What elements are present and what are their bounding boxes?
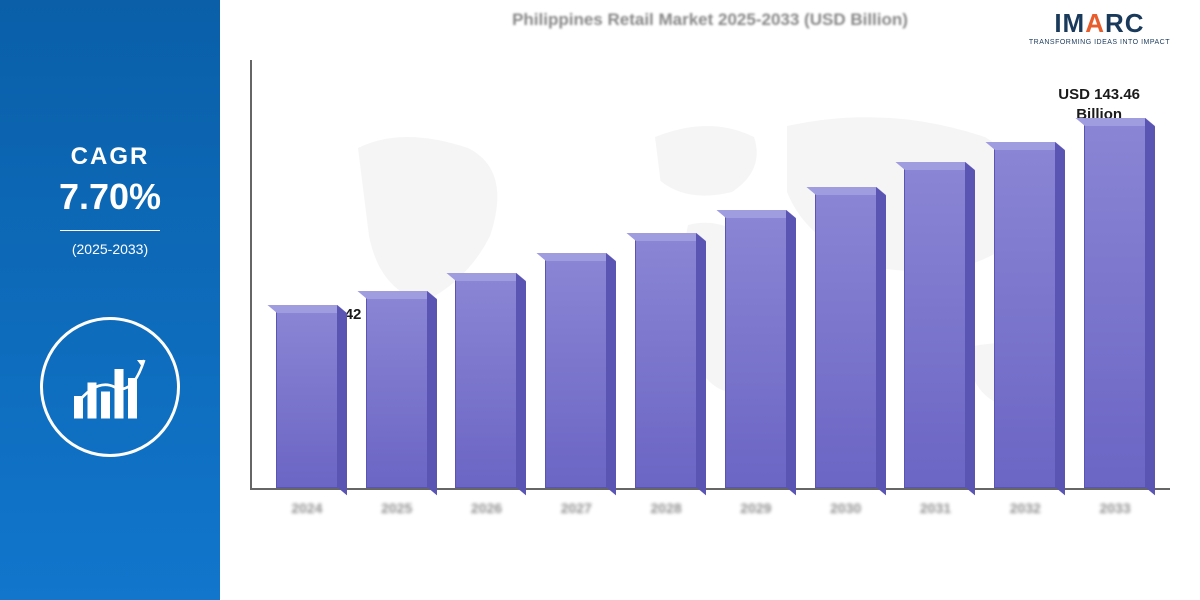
x-axis-label: 2024 xyxy=(262,500,352,516)
imarc-logo: IMARC TRANSFORMING IDEAS INTO IMPACT xyxy=(1029,8,1170,46)
bar-group xyxy=(531,260,621,488)
logo-tagline: TRANSFORMING IDEAS INTO IMPACT xyxy=(1029,39,1170,46)
bar-group xyxy=(352,298,442,488)
bar-group xyxy=(442,280,532,488)
x-axis-label: 2030 xyxy=(801,500,891,516)
bar-group xyxy=(621,240,711,488)
bar xyxy=(545,260,607,488)
bar-group xyxy=(891,169,981,488)
x-axis-labels: 2024202520262027202820292030203120322033 xyxy=(252,490,1170,516)
bar-group xyxy=(711,217,801,488)
bar xyxy=(725,217,787,488)
growth-chart-icon xyxy=(40,317,180,457)
bar-group xyxy=(1070,125,1160,488)
chart-area: USD 69.42 Billion USD 143.46 Billion 202… xyxy=(250,60,1170,560)
chart-panel: Philippines Retail Market 2025-2033 (USD… xyxy=(220,0,1200,600)
x-axis-label: 2026 xyxy=(442,500,532,516)
bar-group xyxy=(262,312,352,488)
bars-arrow-icon xyxy=(65,342,155,432)
bar xyxy=(904,169,966,488)
bars-container xyxy=(250,60,1170,490)
x-axis-label: 2027 xyxy=(531,500,621,516)
cagr-label: CAGR xyxy=(71,143,150,171)
main-container: CAGR 7.70% (2025-2033) Philippines R xyxy=(0,0,1200,600)
bar xyxy=(635,240,697,488)
bar-group xyxy=(980,149,1070,488)
x-axis-label: 2032 xyxy=(980,500,1070,516)
bar xyxy=(1084,125,1146,488)
bar xyxy=(276,312,338,488)
cagr-value: 7.70% xyxy=(59,176,161,218)
bar xyxy=(994,149,1056,488)
x-axis-label: 2028 xyxy=(621,500,711,516)
cagr-panel: CAGR 7.70% (2025-2033) xyxy=(0,0,220,600)
bar-group xyxy=(801,194,891,488)
logo-text: IMARC xyxy=(1029,8,1170,39)
divider xyxy=(60,230,160,231)
x-axis-label: 2031 xyxy=(891,500,981,516)
x-axis-label: 2025 xyxy=(352,500,442,516)
x-axis-label: 2029 xyxy=(711,500,801,516)
bar xyxy=(366,298,428,488)
x-axis-label: 2033 xyxy=(1070,500,1160,516)
bar xyxy=(815,194,877,488)
bar xyxy=(455,280,517,488)
cagr-period: (2025-2033) xyxy=(72,241,148,257)
